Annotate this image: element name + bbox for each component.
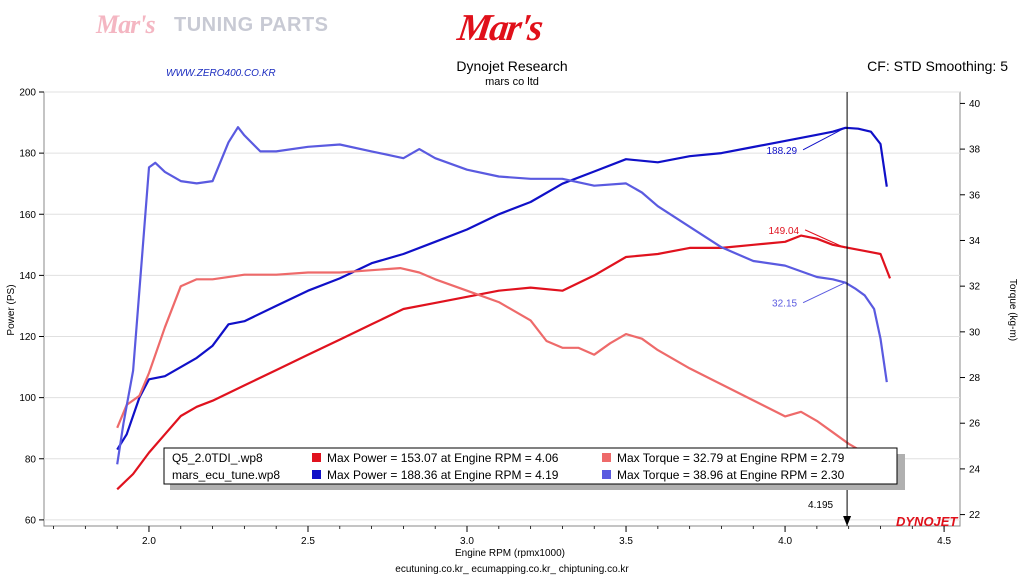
x-tick-label: 2.0 xyxy=(142,536,156,547)
y-tick-label-left: 160 xyxy=(19,210,36,221)
y-tick-label-right: 32 xyxy=(969,282,981,293)
legend-max-torque: Max Torque = 38.96 at Engine RPM = 2.30 xyxy=(617,468,845,482)
x-tick-label: 4.5 xyxy=(937,536,951,547)
y-tick-label-right: 26 xyxy=(969,419,981,430)
y-tick-label-left: 200 xyxy=(19,88,36,99)
dynojet-logo-text: DYNOJET xyxy=(896,514,958,529)
legend-swatch-torque xyxy=(602,453,611,462)
annotation-label: 32.15 xyxy=(772,299,797,310)
brand-logo: Mar's xyxy=(96,10,156,39)
cursor-arrow xyxy=(843,516,852,526)
annotation-label: 188.29 xyxy=(766,146,797,157)
x-axis-label: Engine RPM (rpmx1000) xyxy=(455,548,565,559)
legend-box xyxy=(163,447,898,485)
annotation-leader xyxy=(802,127,846,151)
x-tick-label: 3.0 xyxy=(460,536,474,547)
cursor-value-label: 4.195 xyxy=(808,500,833,511)
legend-max-power: Max Power = 153.07 at Engine RPM = 4.06 xyxy=(327,451,559,465)
cf-smoothing-label: CF: STD Smoothing: 5 xyxy=(867,58,1008,74)
y-tick-label-left: 140 xyxy=(19,271,36,282)
brand-url: WWW.ZERO400.CO.KR xyxy=(166,68,276,79)
y-tick-label-left: 100 xyxy=(19,393,36,404)
x-tick-label: 3.5 xyxy=(619,536,633,547)
annotation-leader xyxy=(802,282,846,304)
legend-swatch-power xyxy=(312,453,321,462)
y-tick-label-left: 180 xyxy=(19,149,36,160)
y-tick-label-left: 120 xyxy=(19,332,36,343)
series-line-stock_torque xyxy=(116,267,875,466)
legend-file: mars_ecu_tune.wp8 xyxy=(172,468,280,482)
y-tick-label-right: 24 xyxy=(969,464,981,475)
annotation-leader xyxy=(804,229,846,249)
y-tick-label-right: 22 xyxy=(969,510,981,521)
series-line-tune_torque xyxy=(116,126,888,465)
y-tick-label-right: 34 xyxy=(969,236,981,247)
legend-max-torque: Max Torque = 32.79 at Engine RPM = 2.79 xyxy=(617,451,845,465)
legend-swatch-power xyxy=(312,470,321,479)
chart-title: Dynojet Research xyxy=(456,58,568,74)
legend-swatch-torque xyxy=(602,470,611,479)
y-tick-label-right: 28 xyxy=(969,373,981,384)
y-axis-label-left: Power (PS) xyxy=(6,284,17,335)
annotation-label: 149.04 xyxy=(768,226,799,237)
y-tick-label-right: 40 xyxy=(969,99,981,110)
y-tick-label-right: 38 xyxy=(969,145,981,156)
x-tick-label: 2.5 xyxy=(301,536,315,547)
brand-name: TUNING PARTS xyxy=(174,14,329,36)
y-axis-label-right: Torque (kg-m) xyxy=(1007,279,1018,341)
chart-subtitle: mars co ltd xyxy=(485,76,539,88)
series-line-tune_power xyxy=(116,126,888,451)
y-tick-label-left: 60 xyxy=(25,515,37,526)
footer-links: ecutuning.co.kr_ ecumapping.co.kr_ chipt… xyxy=(395,564,629,575)
y-tick-label-right: 30 xyxy=(969,327,981,338)
x-tick-label: 4.0 xyxy=(778,536,792,547)
legend-max-power: Max Power = 188.36 at Engine RPM = 4.19 xyxy=(327,468,559,482)
y-tick-label-left: 80 xyxy=(25,454,37,465)
y-tick-label-right: 36 xyxy=(969,190,981,201)
series-line-stock_power xyxy=(116,234,892,491)
legend-file: Q5_2.0TDI_.wp8 xyxy=(172,451,263,465)
dynojet-logo: DYNOJET xyxy=(896,514,958,529)
